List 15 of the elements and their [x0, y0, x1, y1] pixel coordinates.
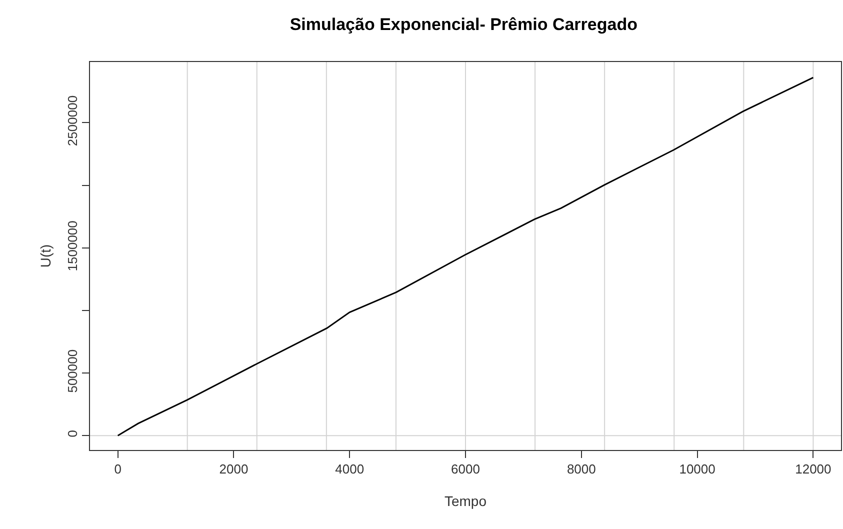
x-tick-label: 8000: [566, 462, 596, 477]
line-series: [117, 76, 814, 436]
y-tick-label: 1500000: [64, 220, 80, 272]
x-tick-label: 6000: [451, 462, 480, 477]
x-tick-label: 4000: [335, 462, 364, 477]
x-tick-label: 0: [114, 462, 122, 477]
y-axis-title: U(t): [37, 244, 54, 268]
x-axis-title: Tempo: [444, 492, 487, 509]
x-tick-label: 12000: [795, 462, 832, 477]
chart-title: Simulação Exponencial- Prêmio Carregado: [290, 14, 638, 34]
y-tick-label: 500000: [64, 349, 80, 393]
x-tick-label: 2000: [219, 462, 248, 477]
y-tick-label: 2500000: [64, 95, 80, 146]
y-tick-label: 0: [64, 430, 80, 438]
x-tick-label: 10000: [679, 462, 716, 477]
